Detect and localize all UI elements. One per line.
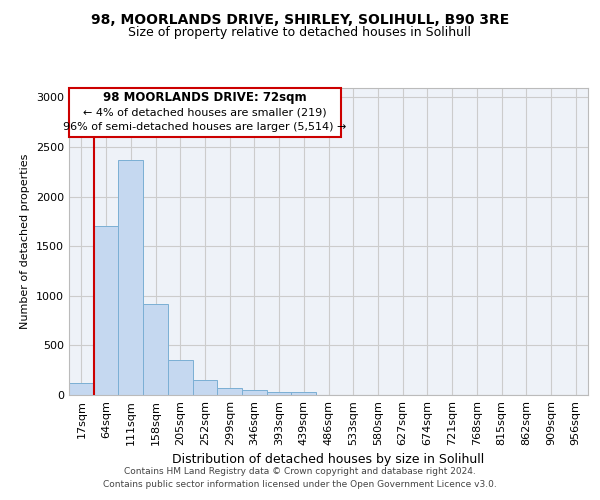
Bar xyxy=(69,383,94,395)
Text: Contains HM Land Registry data © Crown copyright and database right 2024.: Contains HM Land Registry data © Crown c… xyxy=(124,467,476,476)
Bar xyxy=(193,380,217,395)
Bar xyxy=(69,88,341,137)
Bar xyxy=(118,160,143,395)
Bar xyxy=(94,226,118,395)
Text: 98 MOORLANDS DRIVE: 72sqm: 98 MOORLANDS DRIVE: 72sqm xyxy=(103,90,307,104)
Bar xyxy=(292,392,316,395)
Text: ← 4% of detached houses are smaller (219): ← 4% of detached houses are smaller (219… xyxy=(83,107,327,117)
Bar xyxy=(267,392,292,395)
Text: Size of property relative to detached houses in Solihull: Size of property relative to detached ho… xyxy=(128,26,472,39)
X-axis label: Distribution of detached houses by size in Solihull: Distribution of detached houses by size … xyxy=(172,454,485,466)
Bar xyxy=(217,388,242,395)
Bar xyxy=(143,304,168,395)
Text: 96% of semi-detached houses are larger (5,514) →: 96% of semi-detached houses are larger (… xyxy=(63,122,347,132)
Bar xyxy=(242,390,267,395)
Bar xyxy=(168,360,193,395)
Y-axis label: Number of detached properties: Number of detached properties xyxy=(20,154,31,329)
Text: Contains public sector information licensed under the Open Government Licence v3: Contains public sector information licen… xyxy=(103,480,497,489)
Text: 98, MOORLANDS DRIVE, SHIRLEY, SOLIHULL, B90 3RE: 98, MOORLANDS DRIVE, SHIRLEY, SOLIHULL, … xyxy=(91,13,509,27)
